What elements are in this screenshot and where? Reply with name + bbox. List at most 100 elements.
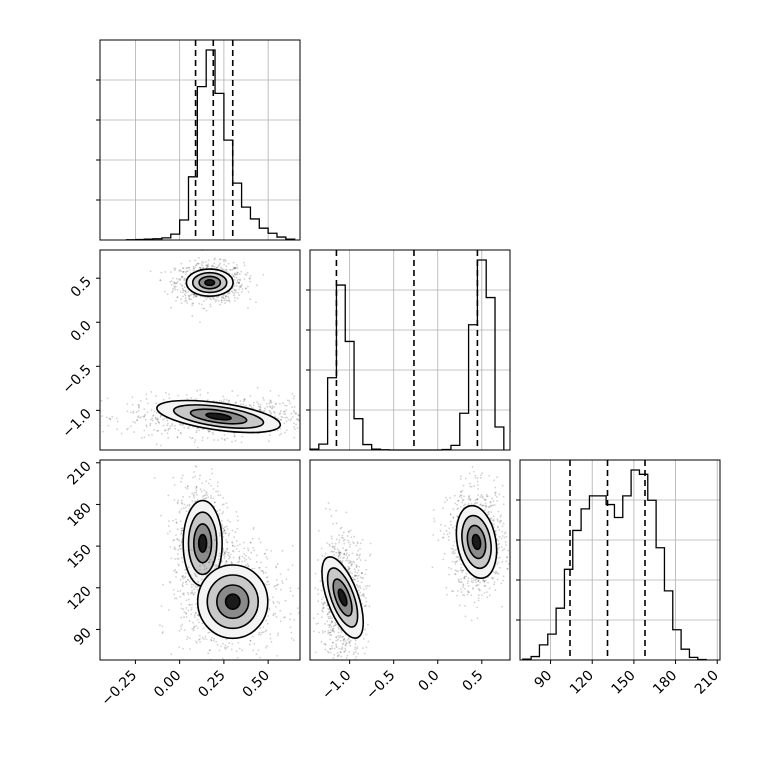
scatter-point: [228, 399, 231, 402]
scatter-point: [222, 527, 225, 530]
scatter-point: [459, 588, 462, 591]
scatter-point: [357, 652, 359, 655]
scatter-point: [345, 642, 348, 645]
scatter-point: [329, 634, 332, 637]
scatter-point: [483, 498, 486, 501]
scatter-point: [199, 266, 202, 269]
scatter-point: [228, 299, 231, 302]
scatter-point: [346, 552, 348, 555]
scatter-point: [173, 538, 176, 541]
scatter-point: [196, 627, 199, 629]
scatter-point: [258, 408, 261, 411]
density-contour: [224, 593, 241, 610]
scatter-point: [479, 496, 482, 499]
scatter-point: [359, 548, 361, 550]
scatter-point: [361, 593, 364, 596]
scatter-point: [280, 432, 283, 435]
scatter-point: [255, 301, 257, 304]
scatter-point: [181, 584, 184, 586]
scatter-point: [204, 571, 206, 574]
scatter-point: [270, 640, 273, 643]
scatter-point: [249, 280, 252, 283]
scatter-point: [243, 261, 246, 264]
scatter-point: [202, 307, 205, 310]
scatter-point: [182, 575, 184, 578]
scatter-point: [350, 536, 353, 539]
scatter-point: [195, 397, 198, 400]
scatter-point: [225, 268, 228, 271]
scatter-point: [285, 578, 288, 581]
scatter-point: [332, 545, 334, 548]
scatter-point: [240, 283, 243, 286]
scatter-point: [342, 537, 344, 539]
scatter-point: [221, 524, 223, 526]
scatter-point: [188, 436, 191, 439]
scatter-point: [223, 555, 226, 558]
scatter-point: [238, 288, 241, 291]
scatter-point: [185, 510, 188, 513]
scatter-point: [444, 524, 447, 527]
scatter-point: [312, 630, 315, 633]
scatter-point: [235, 510, 238, 513]
scatter-point: [195, 586, 198, 589]
scatter-point: [437, 539, 440, 542]
scatter-point: [143, 416, 146, 418]
scatter-point: [204, 497, 207, 500]
scatter-point: [273, 410, 275, 413]
scatter-point: [226, 645, 229, 648]
scatter-point: [190, 608, 193, 611]
scatter-point: [190, 561, 193, 564]
scatter-point: [337, 626, 340, 629]
scatter-point: [265, 619, 268, 622]
scatter-point: [323, 555, 326, 558]
scatter-point: [359, 542, 362, 545]
scatter-point: [326, 542, 329, 544]
scatter-point: [320, 640, 323, 643]
scatter-point: [240, 403, 242, 406]
scatter-point: [234, 273, 237, 276]
scatter-point: [178, 539, 181, 542]
scatter-point: [460, 569, 463, 572]
scatter-point: [180, 616, 183, 619]
scatter-point: [193, 588, 196, 591]
scatter-point: [259, 405, 261, 408]
scatter-point: [244, 273, 247, 276]
scatter-point: [213, 637, 216, 640]
scatter-point: [193, 493, 195, 496]
scatter-point: [460, 566, 462, 569]
scatter-point: [229, 520, 231, 523]
scatter-point: [232, 261, 235, 264]
scatter-point: [186, 583, 188, 586]
scatter-point: [237, 281, 240, 284]
scatter-point: [347, 568, 350, 571]
scatter-point: [258, 631, 261, 634]
scatter-point: [252, 526, 255, 529]
scatter-point: [288, 400, 291, 403]
scatter-point: [199, 266, 202, 269]
scatter-point: [268, 608, 271, 611]
scatter-point: [319, 580, 322, 583]
scatter-point: [152, 414, 155, 416]
scatter-point: [190, 613, 193, 616]
scatter-point: [219, 258, 222, 261]
scatter-point: [490, 511, 493, 514]
scatter-point: [109, 418, 112, 420]
scatter-point: [236, 297, 239, 300]
scatter-point: [198, 257, 200, 259]
scatter-point: [340, 655, 343, 658]
scatter-point: [163, 290, 166, 293]
scatter-point: [223, 260, 225, 263]
scatter-point: [322, 596, 325, 599]
scatter-point: [171, 291, 173, 294]
scatter-point: [224, 526, 226, 528]
scatter-point: [233, 272, 236, 275]
scatter-point: [502, 579, 504, 582]
scatter-point: [221, 504, 224, 506]
scatter-point: [161, 625, 164, 628]
scatter-point: [275, 616, 278, 618]
scatter-point: [233, 285, 236, 287]
scatter-point: [158, 421, 160, 424]
scatter-point: [154, 416, 157, 419]
scatter-point: [349, 571, 352, 573]
scatter-point: [494, 589, 497, 592]
